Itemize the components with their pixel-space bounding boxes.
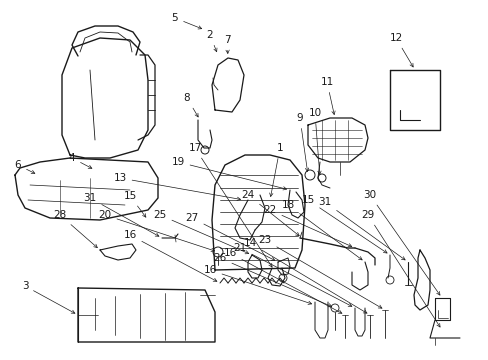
Text: 9: 9 — [296, 113, 308, 171]
Text: 16: 16 — [123, 230, 216, 281]
Text: 17: 17 — [188, 143, 271, 267]
Text: 12: 12 — [388, 33, 412, 67]
Text: 7: 7 — [223, 35, 230, 53]
Text: 8: 8 — [183, 93, 198, 117]
Text: 5: 5 — [171, 13, 201, 29]
Text: 3: 3 — [21, 281, 75, 313]
Text: 16: 16 — [223, 248, 341, 313]
Text: 25: 25 — [153, 210, 248, 254]
Text: 21: 21 — [233, 243, 351, 306]
Text: 28: 28 — [53, 210, 97, 248]
Text: 20: 20 — [98, 210, 214, 251]
Text: 1: 1 — [269, 143, 283, 197]
Text: 16: 16 — [203, 265, 311, 305]
Text: 29: 29 — [361, 210, 439, 327]
Text: 15: 15 — [123, 191, 145, 217]
Text: 14: 14 — [243, 238, 366, 313]
Text: 2: 2 — [206, 30, 217, 52]
Text: 6: 6 — [15, 160, 35, 174]
Text: 13: 13 — [113, 173, 240, 201]
Text: 19: 19 — [171, 157, 286, 190]
Text: 30: 30 — [363, 190, 439, 295]
Text: 22: 22 — [263, 205, 351, 247]
Text: 31: 31 — [318, 197, 404, 260]
Text: 27: 27 — [185, 213, 274, 260]
Text: 10: 10 — [308, 108, 321, 175]
Text: 26: 26 — [213, 253, 331, 307]
Text: 24: 24 — [241, 190, 299, 236]
Text: 31: 31 — [83, 193, 159, 236]
Text: 23: 23 — [258, 235, 381, 308]
Text: 11: 11 — [320, 77, 334, 114]
Text: 18: 18 — [281, 200, 362, 260]
Text: 4: 4 — [68, 153, 92, 168]
Text: 15: 15 — [301, 195, 386, 253]
